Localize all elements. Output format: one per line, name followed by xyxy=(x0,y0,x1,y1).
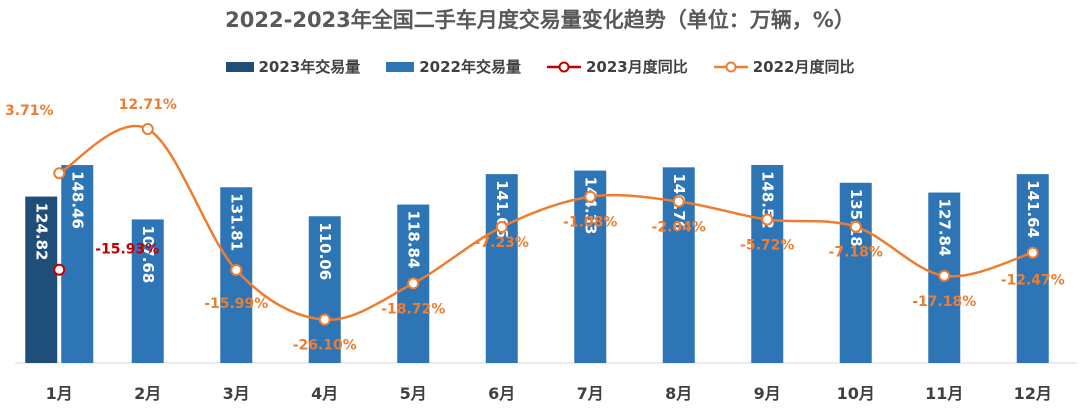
bar-2022-1 xyxy=(61,165,94,363)
legend-label-2022-volume: 2022年交易量 xyxy=(419,58,521,76)
point-2022-yoy-11 xyxy=(938,269,951,282)
bar-label-2022-1: 148.46 xyxy=(68,171,86,229)
bar-2022-2 xyxy=(131,219,164,363)
legend-label-2023-yoy: 2023月度同比 xyxy=(586,58,688,76)
point-2022-yoy-7 xyxy=(584,190,597,203)
legend-swatch-2023-yoy xyxy=(547,61,581,72)
point-label-2022-yoy-3: -15.99% xyxy=(204,296,268,312)
bar-2023-1 xyxy=(25,196,58,363)
point-label-2022-yoy-6: -7.23% xyxy=(475,235,529,251)
bar-label-2022-4: 110.06 xyxy=(316,222,334,280)
bar-label-2022-2: 107.68 xyxy=(139,225,157,283)
line-2022-yoy xyxy=(58,124,1034,321)
point-2023-yoy-1 xyxy=(53,263,66,276)
point-label-2022-yoy-7: -1.08% xyxy=(563,215,617,231)
bar-2022-10 xyxy=(839,182,872,363)
legend-swatch-2023-volume xyxy=(225,61,254,72)
legend-item-2022-yoy: 2022月度同比 xyxy=(713,56,855,77)
bar-label-2022-10: 135.18 xyxy=(847,189,865,247)
bar-label-2022-12: 141.64 xyxy=(1024,180,1042,238)
x-tick-5: 5月 xyxy=(400,384,427,403)
point-label-2022-yoy-11: -17.18% xyxy=(912,294,976,310)
legend-swatch-2022-volume xyxy=(386,61,415,72)
x-tick-11: 11月 xyxy=(925,384,963,403)
point-2022-yoy-1 xyxy=(53,167,66,180)
bar-label-2022-3: 131.81 xyxy=(227,193,245,251)
legend-item-2023-yoy: 2023月度同比 xyxy=(547,56,688,77)
x-tick-7: 7月 xyxy=(577,384,604,403)
legend-label-2022-yoy: 2022月度同比 xyxy=(752,58,855,76)
point-label-2022-yoy-9: -5.72% xyxy=(740,238,794,254)
x-tick-6: 6月 xyxy=(488,384,515,403)
bar-label-2022-9: 148.52 xyxy=(758,171,776,229)
bar-2022-4 xyxy=(308,216,341,363)
bar-2022-6 xyxy=(485,174,518,363)
legend-item-2023-volume: 2023年交易量 xyxy=(225,56,361,77)
point-2022-yoy-10 xyxy=(849,220,862,233)
legend-item-2022-volume: 2022年交易量 xyxy=(386,56,521,77)
legend-swatch-2022-yoy xyxy=(713,61,748,72)
point-2022-yoy-3 xyxy=(230,264,243,276)
x-tick-10: 10月 xyxy=(837,384,875,403)
x-tick-4: 4月 xyxy=(311,384,338,403)
point-2022-yoy-2 xyxy=(141,123,154,135)
bar-label-2023-1: 124.82 xyxy=(32,203,50,261)
point-label-2022-yoy-12: -12.47% xyxy=(1001,273,1065,289)
bar-label-2022-11: 127.84 xyxy=(935,199,953,257)
bar-label-2022-5: 118.84 xyxy=(404,211,422,269)
point-label-2022-yoy-8: -2.04% xyxy=(652,219,706,235)
point-2022-yoy-8 xyxy=(672,195,685,208)
x-tick-12: 12月 xyxy=(1014,384,1052,403)
bar-label-2022-7: 144.33 xyxy=(581,177,599,235)
x-tick-8: 8月 xyxy=(665,384,692,403)
x-tick-3: 3月 xyxy=(223,384,250,403)
x-tick-9: 9月 xyxy=(754,384,781,403)
point-2022-yoy-4 xyxy=(318,313,331,326)
point-label-2023-yoy-1: -15.93% xyxy=(95,242,159,258)
point-label-2022-yoy-4: -26.10% xyxy=(293,338,357,354)
point-2022-yoy-9 xyxy=(761,213,774,226)
bar-2022-9 xyxy=(751,164,784,363)
chart-title: 2022-2023年全国二手车月度交易量变化趋势（单位：万辆，%） xyxy=(225,8,855,32)
legend-label-2023-volume: 2023年交易量 xyxy=(258,58,361,76)
point-label-2022-yoy-1: 3.71% xyxy=(5,103,54,119)
bar-2022-12 xyxy=(1016,174,1049,363)
point-label-2022-yoy-10: -7.18% xyxy=(829,245,883,261)
x-tick-2: 2月 xyxy=(134,384,161,403)
x-tick-1: 1月 xyxy=(46,384,73,403)
point-2022-yoy-5 xyxy=(407,277,420,290)
point-label-2022-yoy-5: -18.72% xyxy=(381,301,445,317)
point-2022-yoy-12 xyxy=(1026,246,1039,259)
legend: 2023年交易量 2022年交易量 2023月度同比 2022月度同比 xyxy=(0,56,1080,77)
point-label-2022-yoy-2: 12.71% xyxy=(119,97,177,113)
point-2022-yoy-6 xyxy=(495,220,508,233)
